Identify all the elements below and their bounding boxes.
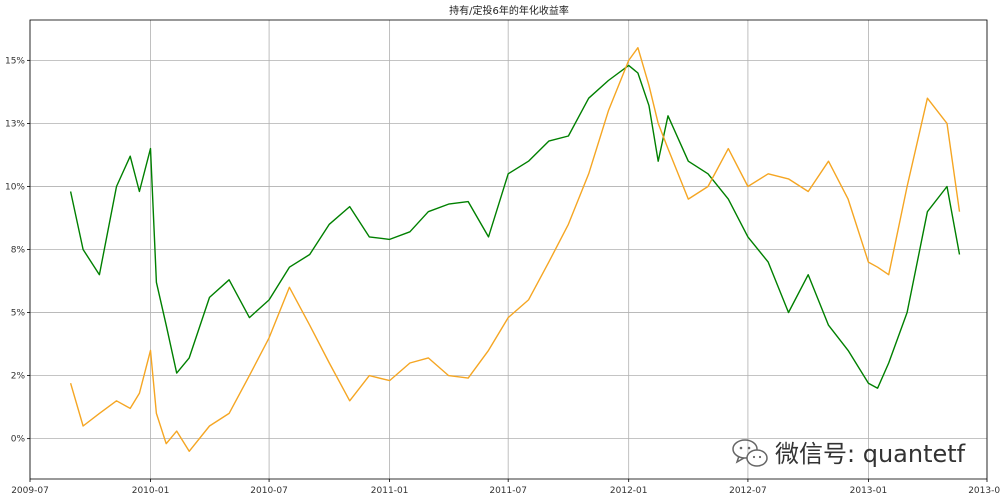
grid bbox=[29, 20, 988, 479]
wechat-icon bbox=[732, 439, 768, 467]
y-tick-label: 8% bbox=[11, 246, 26, 256]
y-tick-label: 2% bbox=[11, 372, 26, 382]
series-layer bbox=[69, 47, 961, 452]
y-tick-label: 13% bbox=[5, 119, 25, 129]
x-axis: 2009-07 2010-01 2010-07 2011-01 2011-07 2012-… bbox=[11, 479, 1000, 496]
watermark: 微信号: quantetf bbox=[732, 439, 966, 468]
series-line-2 bbox=[69, 47, 961, 452]
chart-title: 持有/定投6年的年化收益率 bbox=[449, 4, 569, 17]
x-tick-label: 2012-01 bbox=[610, 486, 648, 496]
x-tick-label: 2010-07 bbox=[250, 486, 288, 496]
x-tick-label: 2011-01 bbox=[371, 486, 409, 496]
watermark-text: 微信号: quantetf bbox=[775, 440, 966, 468]
y-axis: 0% 2% 5% 8% 10% 13% 15% bbox=[5, 56, 30, 445]
x-tick-label: 2013-01 bbox=[850, 486, 888, 496]
x-tick-label: 2009-07 bbox=[11, 486, 49, 496]
y-tick-label: 10% bbox=[5, 182, 25, 192]
x-tick-label: 2010-01 bbox=[132, 486, 170, 496]
series-line-1 bbox=[69, 64, 961, 389]
x-tick-label: 2011-07 bbox=[489, 486, 527, 496]
y-tick-label: 5% bbox=[11, 309, 26, 319]
y-tick-label: 15% bbox=[5, 56, 25, 66]
y-tick-label: 0% bbox=[11, 435, 26, 445]
x-tick-label: 2012-07 bbox=[729, 486, 767, 496]
x-tick-label: 2013-07 bbox=[968, 486, 1000, 496]
